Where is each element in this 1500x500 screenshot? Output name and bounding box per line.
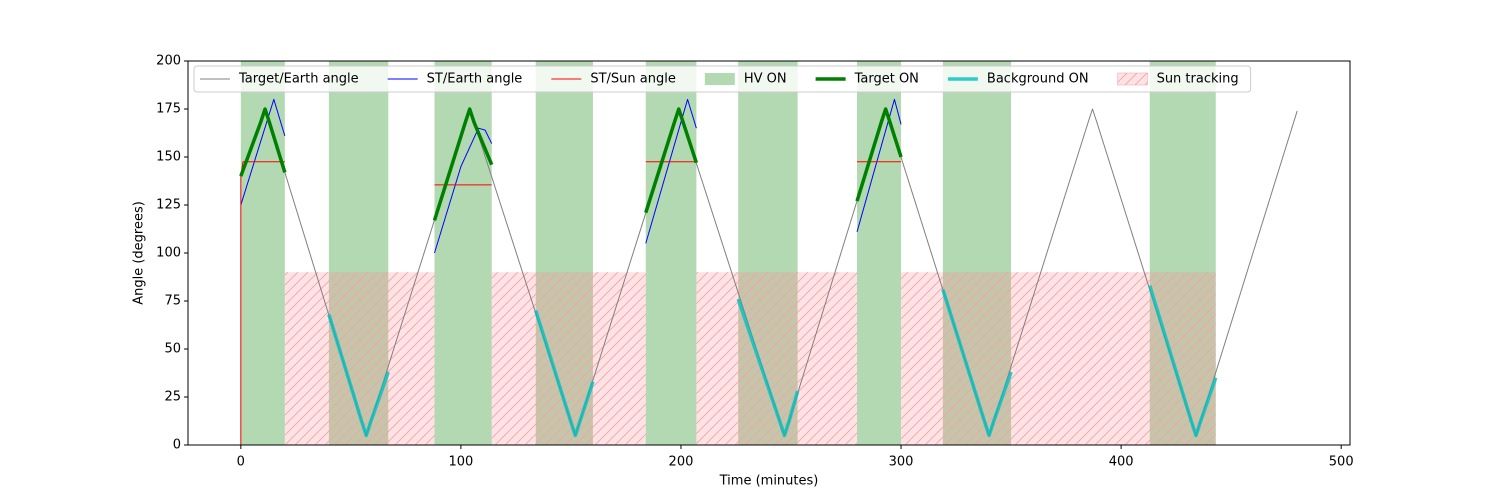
- x-tick-label: 0: [237, 455, 245, 470]
- span-hatch: [696, 272, 858, 445]
- legend: Target/Earth angle ST/Earth angle ST/Sun a…: [193, 65, 1252, 93]
- legend-label: Background ON: [987, 72, 1089, 87]
- legend-hatch: [1117, 72, 1148, 86]
- y-tick-label: 0: [173, 438, 181, 453]
- legend-frame: [193, 65, 1252, 93]
- y-axis-label: Angle (degrees): [132, 201, 147, 305]
- span-hatch: [901, 272, 1216, 445]
- x-tick-label: 400: [1109, 455, 1134, 470]
- x-tick-label: 100: [448, 455, 473, 470]
- span: [240, 61, 285, 445]
- y-tick-label: 50: [164, 342, 181, 357]
- legend-label: ST/Earth angle: [427, 72, 523, 87]
- y-tick-label: 200: [156, 54, 181, 69]
- x-tick-label: 300: [889, 455, 914, 470]
- x-axis-label: Time (minutes): [719, 474, 819, 489]
- series-line: [239, 107, 903, 221]
- y-tick-label: 175: [156, 102, 181, 117]
- legend-label: Target ON: [854, 72, 919, 87]
- span: [645, 61, 697, 445]
- legend-label: Sun tracking: [1157, 72, 1239, 87]
- x-tick-label: 500: [1329, 455, 1354, 470]
- x-tick-label: 200: [669, 455, 694, 470]
- legend-label: Target/Earth angle: [238, 72, 359, 87]
- span: [434, 61, 492, 445]
- legend-label: ST/Sun angle: [590, 72, 676, 87]
- y-tick-label: 125: [156, 198, 181, 213]
- y-tick-label: 150: [156, 150, 181, 165]
- legend-label: HV ON: [744, 72, 787, 87]
- y-tick-label: 25: [164, 390, 181, 405]
- y-tick-label: 75: [164, 294, 181, 309]
- series-line: [240, 98, 902, 254]
- legend-handle: [704, 73, 735, 85]
- plot-area: [239, 61, 1298, 445]
- series-line: [327, 285, 1218, 438]
- y-tick-label: 100: [156, 246, 181, 261]
- span: [857, 61, 902, 445]
